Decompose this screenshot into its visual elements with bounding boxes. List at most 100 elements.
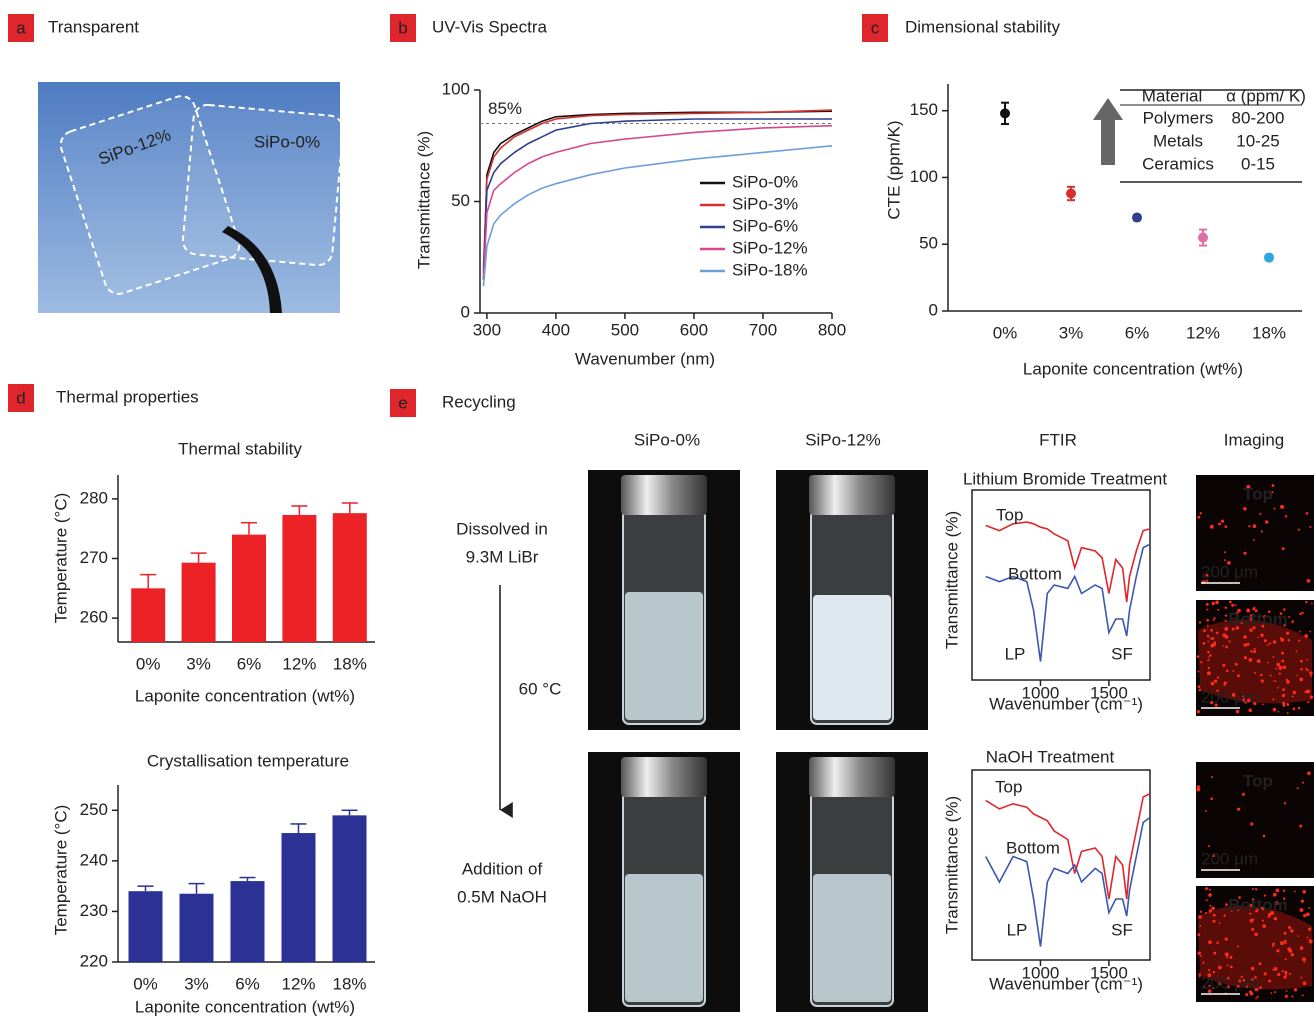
bar [131,588,165,642]
fluorescence-dot [1207,671,1211,675]
fluorescence-dot [1216,941,1219,944]
fluorescence-dot [1309,526,1311,528]
x-tick-label: 500 [611,320,639,339]
fluorescence-dot [1237,674,1240,677]
trend-arrow [1093,98,1123,165]
fluorescence-dot [1277,973,1280,976]
fluorescence-dot [1287,947,1291,951]
fluorescence-dot [1213,617,1215,619]
bar [231,881,265,962]
vial-cap [621,475,707,515]
scale-label: 200 μm [1201,849,1258,868]
fluorescence-dot [1253,918,1255,920]
panel-letter: a [16,18,26,37]
fluorescence-dot [1251,967,1255,971]
fluorescence-dot [1209,654,1212,657]
fluorescence-dot [1284,932,1287,935]
x-tick-label: 800 [818,320,846,339]
fluorescence-dot [1307,579,1311,583]
x-tick-label: 600 [680,320,708,339]
fluorescence-dot [1249,658,1253,662]
image-label: Top [1243,771,1273,790]
fluorescence-dot [1197,655,1200,658]
fluorescence-dot [1207,625,1209,627]
fluorescence-dot [1212,920,1215,923]
x-tick-label: 6% [235,974,260,993]
reference-label: 85% [488,99,522,118]
panel-letter: d [16,388,25,407]
fluorescence-dot [1297,787,1299,789]
fluorescence-dot [1302,782,1304,784]
fluorescence-dot [1280,941,1284,945]
fluorescence-dot [1244,656,1247,659]
fluorescence-dot [1261,679,1264,682]
fluorescence-dot [1303,981,1307,985]
fluorescence-dot [1200,512,1202,514]
vial-liquid [813,874,891,1002]
fluorescence-dot [1275,680,1277,682]
fluorescence-dot [1307,659,1309,661]
x-tick-label: 1500 [1090,963,1128,982]
fluorescence-dot [1198,951,1202,955]
fluorescence-dot [1307,772,1311,776]
fluorescence-dot [1253,650,1256,653]
fluorescence-dot [1205,912,1207,914]
fluorescence-dot [1300,908,1304,912]
fluorescence-dot [1267,662,1269,664]
fluorescence-dot [1273,708,1277,712]
fluorescence-dot [1269,642,1271,644]
x-tick-label: 400 [542,320,570,339]
vial-liquid [625,592,703,720]
fluorescence-dot [1197,933,1200,936]
fluorescence-dot [1268,980,1271,983]
fluorescence-dot [1200,955,1202,957]
fluorescence-dot [1257,659,1261,663]
fluorescence-dot [1284,971,1287,974]
fluorescence-dot [1237,808,1240,811]
fluorescence-dot [1285,515,1287,517]
fluorescence-dot [1223,914,1225,916]
fluorescence-dot [1212,602,1215,605]
fluorescence-dot [1293,708,1296,711]
fluorescence-dot [1209,905,1211,907]
fluorescence-dot [1278,711,1280,713]
image-label: Bottom [1228,895,1287,914]
series-label: Bottom [1008,564,1062,583]
fluorescence-dot [1197,710,1200,713]
fluorescence-dot [1200,911,1202,913]
fluorescence-dot [1202,962,1204,964]
table-cell: 80-200 [1232,108,1285,127]
fluorescence-dot [1285,995,1288,998]
point [1000,108,1010,118]
fluorescence-dot [1226,956,1228,958]
fluorescence-dot [1254,648,1256,650]
fluorescence-dot [1300,946,1304,950]
fluorescence-dot [1311,603,1313,605]
fluorescence-dot [1281,660,1284,663]
bar [333,513,367,642]
x-tick-label: 1000 [1022,963,1060,982]
bar [180,894,214,962]
fluorescence-dot [1243,507,1246,510]
table-cell: Polymers [1143,108,1214,127]
fluorescence-dot [1203,642,1206,645]
fluorescence-dot [1259,513,1261,515]
fluorescence-dot [1298,639,1300,641]
fluorescence-dot [1301,660,1303,662]
fluorescence-dot [1225,938,1228,941]
fluorescence-dot [1213,620,1215,622]
fluorescence-dot [1215,601,1219,605]
fluorescence-dot [1207,635,1210,638]
fluorescence-dot [1286,703,1289,706]
fluorescence-dot [1280,637,1282,639]
fluorescence-dot [1272,943,1275,946]
annotation: LP [1007,920,1028,939]
fluorescence-dot [1264,972,1267,975]
fluorescence-dot [1255,998,1257,1000]
fluorescence-dot [1230,956,1233,959]
vial-cap [809,475,895,515]
fluorescence-dot [1265,520,1268,523]
fluorescence-dot [1248,708,1252,712]
fluorescence-dot [1208,845,1210,847]
fluorescence-dot [1213,952,1216,955]
